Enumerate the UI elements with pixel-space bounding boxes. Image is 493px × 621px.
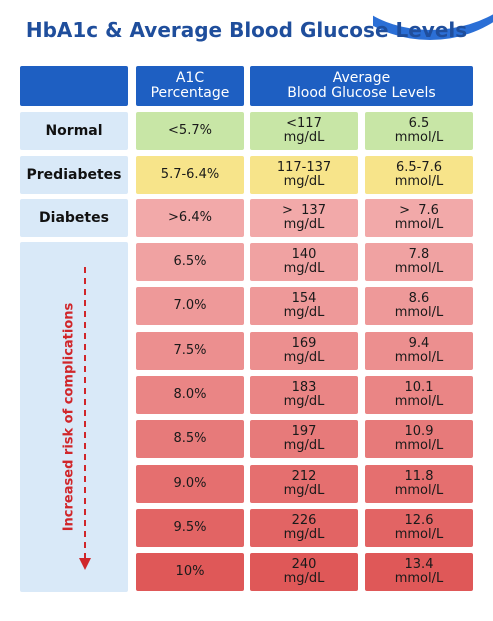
mgdl-value: 154 <box>291 291 317 306</box>
header-average: Average Blood Glucose Levels <box>250 66 473 106</box>
mgdl-unit: mg/dL <box>283 571 325 586</box>
mmol-unit: mmol/L <box>394 261 444 276</box>
mmol-value: 7.8 <box>408 247 430 262</box>
mgdl-cell: 197 mg/dL <box>250 420 358 458</box>
mgdl-value: <117 <box>286 116 322 131</box>
header-a1c-line2: Percentage <box>150 85 230 101</box>
mgdl-unit: mg/dL <box>283 174 325 189</box>
mgdl-cell: > 137 mg/dL <box>250 199 358 237</box>
mmol-cell: 7.8 mmol/L <box>365 243 473 281</box>
mgdl-unit: mg/dL <box>283 350 325 365</box>
mmol-cell: 13.4 mmol/L <box>365 553 473 591</box>
mmol-value: 9.4 <box>408 336 430 351</box>
mgdl-unit: mg/dL <box>283 261 325 276</box>
mgdl-value: 117-137 <box>276 160 332 175</box>
mgdl-cell: 183 mg/dL <box>250 376 358 414</box>
mmol-value: 11.8 <box>404 469 434 484</box>
header-blank <box>20 66 128 106</box>
mgdl-unit: mg/dL <box>283 527 325 542</box>
mgdl-value: 197 <box>291 424 317 439</box>
risk-side-panel: Increased risk of complications <box>20 242 128 592</box>
header-a1c: A1C Percentage <box>136 66 244 106</box>
mgdl-value: 183 <box>291 380 317 395</box>
mgdl-value: 240 <box>291 557 317 572</box>
mmol-value: 8.6 <box>408 291 430 306</box>
mgdl-cell: 169 mg/dL <box>250 332 358 370</box>
a1c-cell: >6.4% <box>136 199 244 237</box>
mgdl-unit: mg/dL <box>283 305 325 320</box>
a1c-cell: 6.5% <box>136 243 244 281</box>
risk-label: Increased risk of complications <box>61 302 77 532</box>
mmol-value: > 7.6 <box>399 203 439 218</box>
mmol-cell: 12.6 mmol/L <box>365 509 473 547</box>
mmol-unit: mmol/L <box>394 527 444 542</box>
risk-arrow-icon <box>79 267 91 570</box>
mmol-unit: mmol/L <box>394 438 444 453</box>
mmol-unit: mmol/L <box>394 483 444 498</box>
a1c-cell: <5.7% <box>136 112 244 150</box>
a1c-cell: 7.5% <box>136 332 244 370</box>
mmol-unit: mmol/L <box>394 174 444 189</box>
page-title: HbA1c & Average Blood Glucose Levels <box>25 18 468 42</box>
row-label-normal: Normal <box>20 112 128 150</box>
mgdl-unit: mg/dL <box>283 438 325 453</box>
mgdl-value: 212 <box>291 469 317 484</box>
mmol-value: 12.6 <box>404 513 434 528</box>
mgdl-cell: 140 mg/dL <box>250 243 358 281</box>
a1c-cell: 5.7-6.4% <box>136 156 244 194</box>
mgdl-cell: 117-137 mg/dL <box>250 156 358 194</box>
mmol-cell: 9.4 mmol/L <box>365 332 473 370</box>
a1c-cell: 8.5% <box>136 420 244 458</box>
mgdl-value: 226 <box>291 513 317 528</box>
mmol-value: 6.5-7.6 <box>395 160 443 175</box>
mgdl-cell: 240 mg/dL <box>250 553 358 591</box>
row-label-prediabetes: Prediabetes <box>20 156 128 194</box>
corner-decoration <box>373 0 493 40</box>
header-average-line1: Average <box>332 70 391 86</box>
a1c-cell: 9.5% <box>136 509 244 547</box>
a1c-cell: 10% <box>136 553 244 591</box>
mmol-unit: mmol/L <box>394 130 444 145</box>
a1c-cell: 7.0% <box>136 287 244 325</box>
mmol-unit: mmol/L <box>394 350 444 365</box>
mgdl-unit: mg/dL <box>283 394 325 409</box>
mgdl-value: 140 <box>291 247 317 262</box>
mmol-value: 10.1 <box>404 380 434 395</box>
mmol-value: 10.9 <box>404 424 434 439</box>
mmol-cell: 6.5-7.6 mmol/L <box>365 156 473 194</box>
mgdl-unit: mg/dL <box>283 217 325 232</box>
mgdl-cell: <117 mg/dL <box>250 112 358 150</box>
mmol-value: 6.5 <box>408 116 430 131</box>
a1c-cell: 8.0% <box>136 376 244 414</box>
mmol-cell: 10.1 mmol/L <box>365 376 473 414</box>
mmol-unit: mmol/L <box>394 217 444 232</box>
mmol-unit: mmol/L <box>394 394 444 409</box>
mgdl-unit: mg/dL <box>283 130 325 145</box>
mgdl-cell: 226 mg/dL <box>250 509 358 547</box>
mmol-unit: mmol/L <box>394 305 444 320</box>
mmol-cell: > 7.6 mmol/L <box>365 199 473 237</box>
mgdl-cell: 212 mg/dL <box>250 465 358 503</box>
mmol-unit: mmol/L <box>394 571 444 586</box>
header-average-line2: Blood Glucose Levels <box>287 85 436 101</box>
mgdl-value: > 137 <box>282 203 326 218</box>
mgdl-unit: mg/dL <box>283 483 325 498</box>
mgdl-cell: 154 mg/dL <box>250 287 358 325</box>
mmol-cell: 10.9 mmol/L <box>365 420 473 458</box>
mgdl-value: 169 <box>291 336 317 351</box>
mmol-cell: 6.5 mmol/L <box>365 112 473 150</box>
mmol-cell: 8.6 mmol/L <box>365 287 473 325</box>
mmol-value: 13.4 <box>404 557 434 572</box>
a1c-cell: 9.0% <box>136 465 244 503</box>
row-label-diabetes: Diabetes <box>20 199 128 237</box>
mmol-cell: 11.8 mmol/L <box>365 465 473 503</box>
header-a1c-line1: A1C <box>175 70 205 86</box>
